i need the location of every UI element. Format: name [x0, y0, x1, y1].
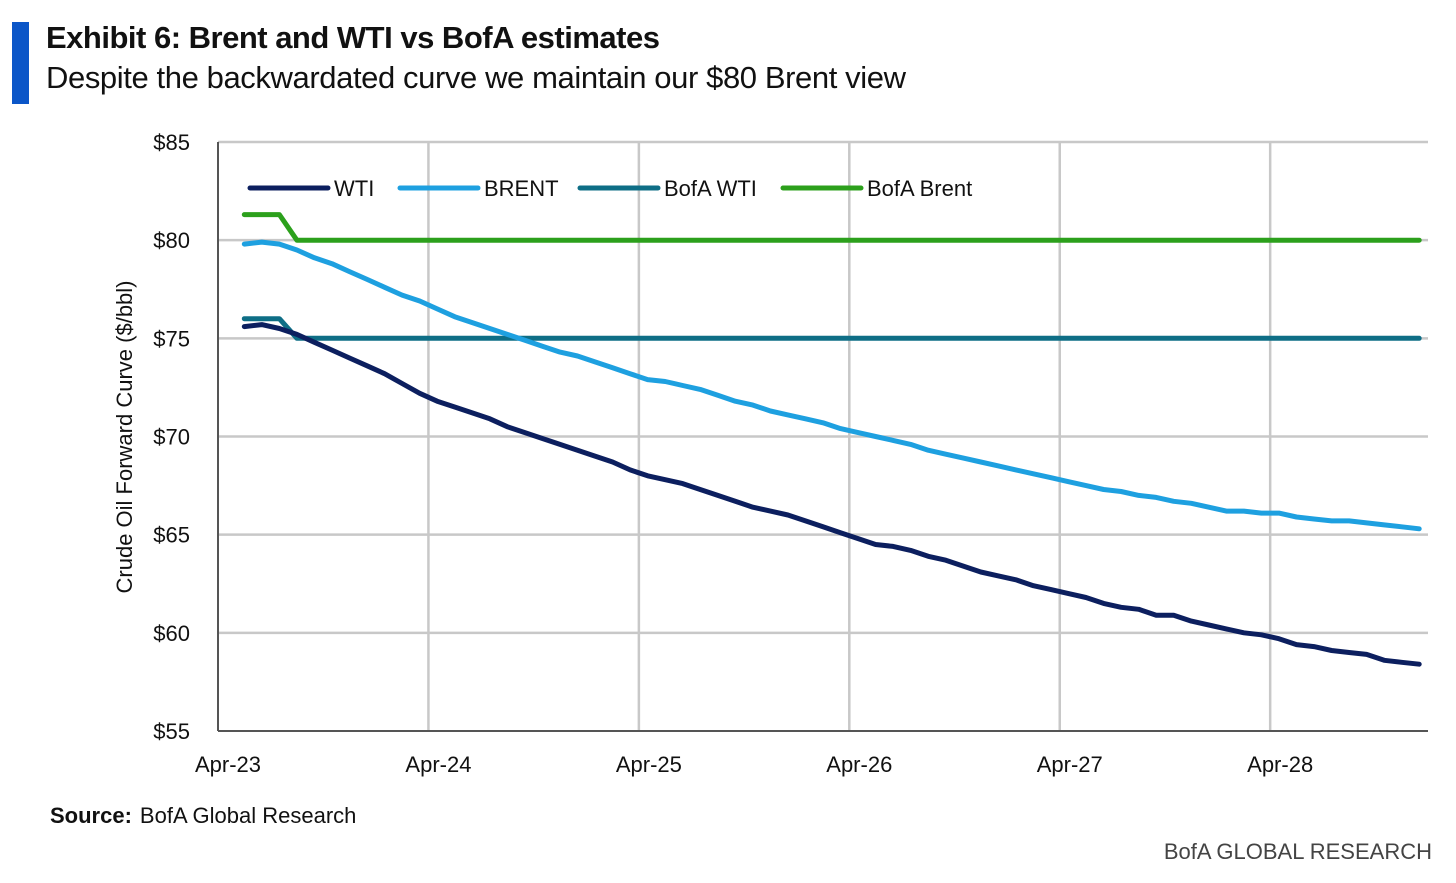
legend-label: BofA Brent — [867, 176, 972, 201]
brand-footer: BofA GLOBAL RESEARCH — [1163, 839, 1432, 864]
series-line-bofa-wti — [241, 316, 1422, 341]
legend-label: BRENT — [484, 176, 559, 201]
x-tick-label: Apr-26 — [826, 752, 892, 777]
x-tick-label: Apr-24 — [405, 752, 471, 777]
y-tick-label: $75 — [153, 326, 190, 351]
source-text: BofA Global Research — [139, 803, 357, 828]
y-tick-label: $80 — [153, 228, 190, 253]
x-tick-label: Apr-27 — [1037, 752, 1103, 777]
series-line-bofa-brent — [241, 212, 1422, 243]
legend-label: BofA WTI — [664, 176, 757, 201]
x-tick-label: Apr-28 — [1247, 752, 1313, 777]
source-label: Source: — [50, 803, 132, 828]
series-lines — [241, 212, 1422, 667]
axes: $55 $60 $65 $70 $75 $80 $85 Apr-23 Apr-24 Apr-25 A… — [153, 130, 1428, 777]
series-line-wti — [241, 322, 1422, 667]
chart-title: Exhibit 6: Brent and WTI vs BofA estimat… — [46, 20, 660, 55]
x-tick-label: Apr-25 — [616, 752, 682, 777]
gridlines — [218, 140, 1428, 731]
chart-subtitle: Despite the backwardated curve we mainta… — [46, 60, 906, 95]
y-tick-label: $70 — [153, 425, 190, 450]
y-axis-label: Crude Oil Forward Curve ($/bbl) — [112, 281, 137, 594]
legend-label: WTI — [334, 176, 374, 201]
title-accent-bar — [12, 22, 29, 104]
y-tick-label: $65 — [153, 523, 190, 548]
legend: WTI BRENT BofA WTI BofA Brent — [247, 176, 972, 201]
source-note: Source: BofA Global Research — [50, 803, 356, 829]
x-tick-label: Apr-23 — [195, 752, 261, 777]
y-tick-label: $60 — [153, 621, 190, 646]
y-tick-label: $85 — [153, 130, 190, 155]
y-tick-label: $55 — [153, 719, 190, 744]
series-line-brent — [241, 239, 1422, 532]
